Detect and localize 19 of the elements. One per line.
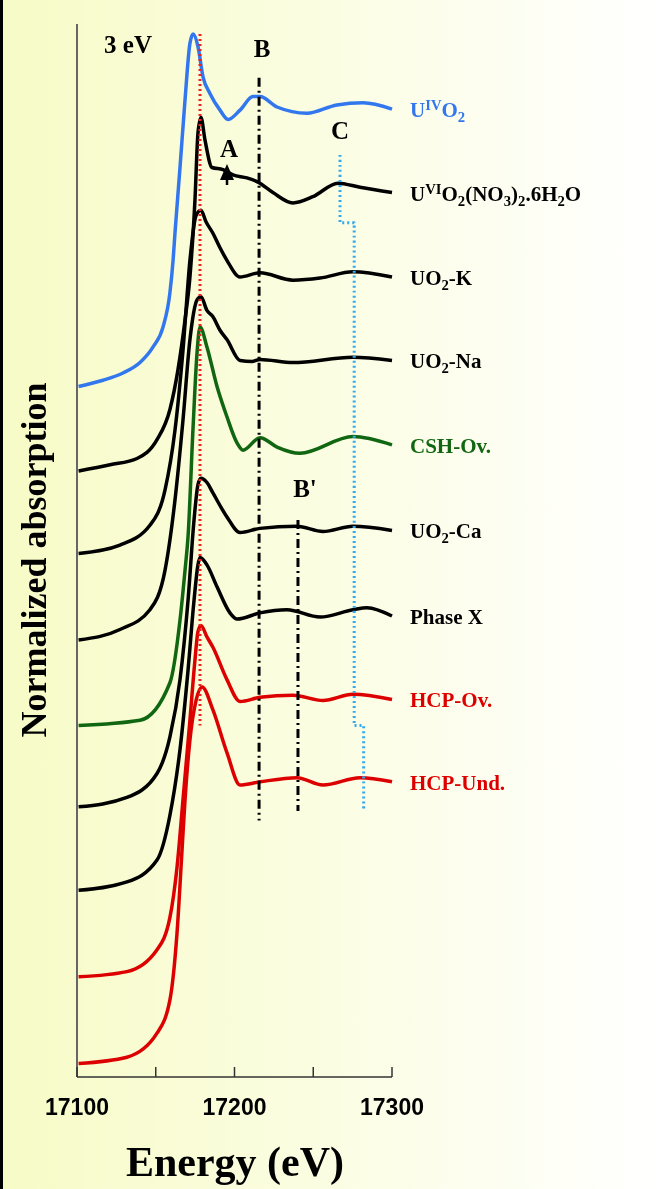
annotation: 3 eV bbox=[104, 31, 152, 58]
y-axis-title: Normalized absorption bbox=[14, 382, 54, 738]
series-label: UO$_{2}$-K bbox=[410, 266, 473, 293]
annotation: B bbox=[253, 35, 271, 62]
x-axis-title: Energy (eV) bbox=[125, 1139, 345, 1186]
series-label: UO$_{2}$-Na bbox=[410, 349, 482, 376]
series-label: HCP-Und. bbox=[410, 770, 506, 795]
x-tick-label: 17300 bbox=[360, 1094, 424, 1120]
annotation: C bbox=[330, 117, 350, 144]
series-label: U$^{IV}$O$_{2}$ bbox=[410, 97, 466, 125]
annotation: A bbox=[219, 135, 239, 162]
x-tick-label: 17100 bbox=[45, 1094, 109, 1120]
series-label: HCP-Ov. bbox=[410, 688, 493, 713]
series-label: UO$_{2}$-Ca bbox=[410, 519, 482, 546]
annotation: B' bbox=[293, 475, 317, 502]
x-tick-label: 17200 bbox=[202, 1094, 267, 1120]
series-label: CSH-Ov. bbox=[410, 433, 492, 458]
series-label: Phase X bbox=[410, 604, 483, 629]
text: U$^{VI}$O$_{2}$(NO$_{3}$)$_{2}$.6H$_{2}$O bbox=[410, 180, 582, 209]
